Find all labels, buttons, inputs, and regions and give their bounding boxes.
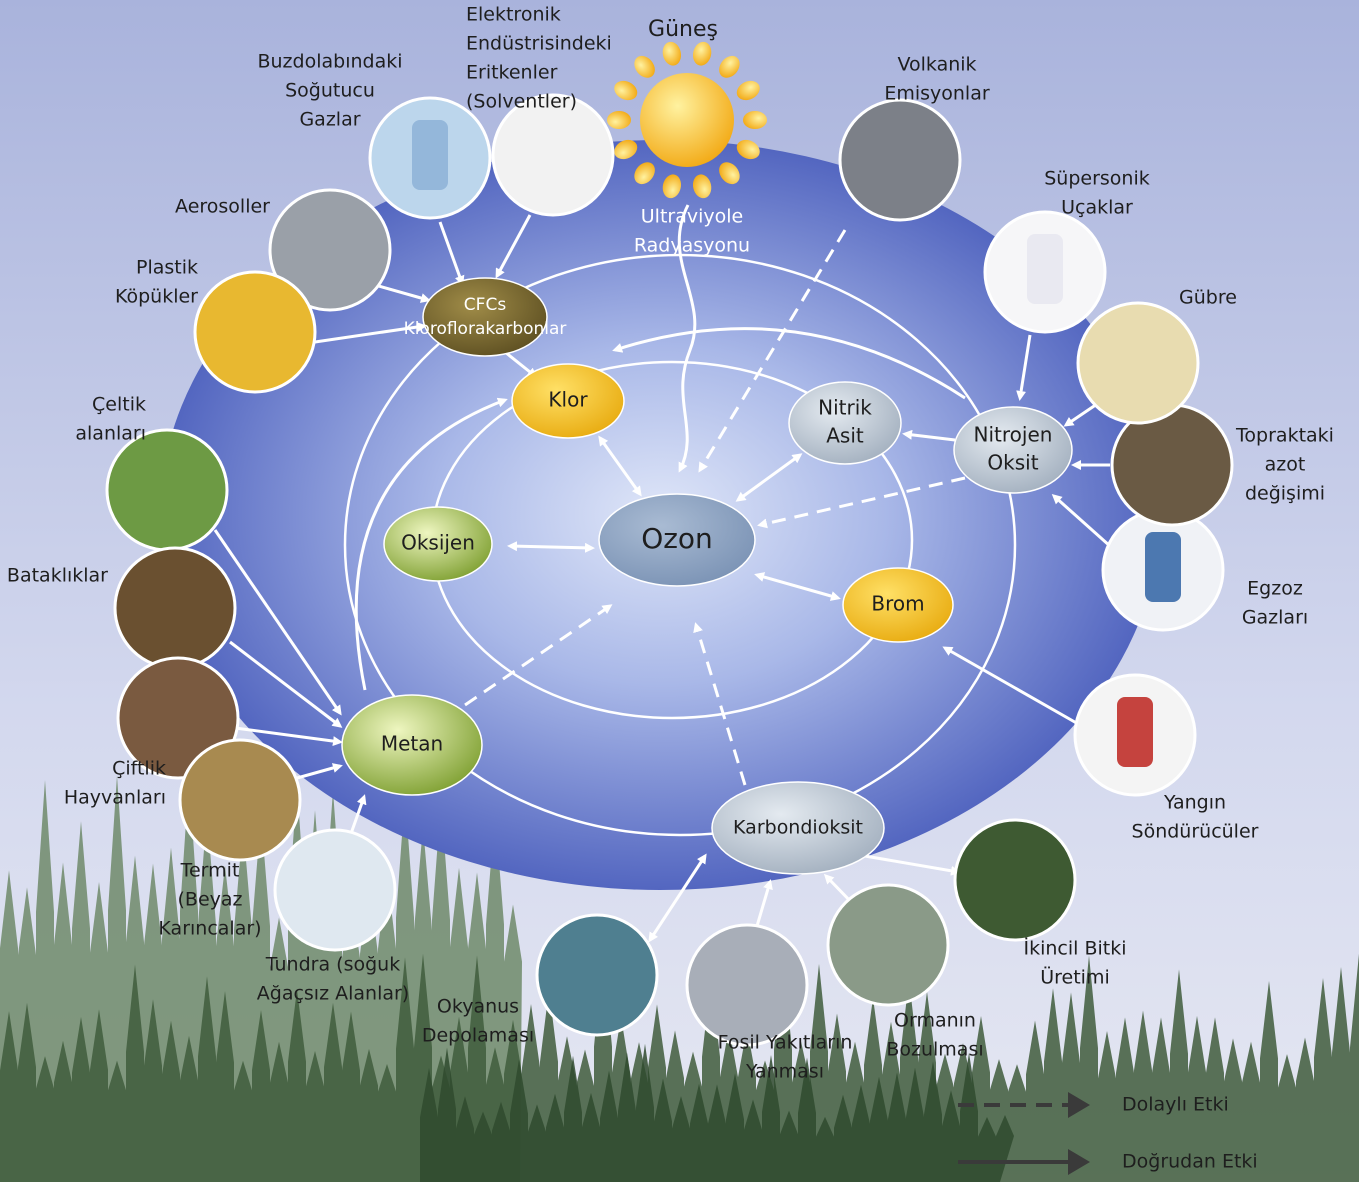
node xyxy=(423,278,547,356)
sun-ray xyxy=(743,111,767,129)
source-photo xyxy=(955,820,1075,940)
node-label: Ozon xyxy=(641,522,713,555)
source-label: Fosil Yakıtların xyxy=(718,1032,853,1054)
radiation-label: Radyasyonu xyxy=(634,235,750,257)
source-label: Gübre xyxy=(1179,287,1237,309)
source-label: Ormanın xyxy=(894,1010,976,1032)
node-label: Oksit xyxy=(987,451,1038,475)
source-label: (Solventler) xyxy=(466,91,577,113)
source-photo xyxy=(1078,303,1198,423)
source-label: Soğutucu xyxy=(285,80,375,102)
source-label: Volkanik xyxy=(897,54,976,76)
source-label: azot xyxy=(1265,454,1306,476)
source-label: Depolaması xyxy=(422,1025,534,1047)
source-photo xyxy=(840,100,960,220)
source-label: Köpükler xyxy=(115,286,198,308)
source-label: Emisyonlar xyxy=(884,83,990,105)
sun-label: Güneş xyxy=(648,17,718,42)
source-label: Üretimi xyxy=(1040,966,1110,989)
node-label: Nitrojen xyxy=(974,423,1053,447)
node-label: Oksijen xyxy=(401,531,475,555)
source-photo xyxy=(195,272,315,392)
source-photo xyxy=(537,915,657,1035)
source-label: Endüstrisindeki xyxy=(466,33,612,55)
radiation-label: Ultraviyole xyxy=(641,206,743,228)
source-label: Okyanus xyxy=(437,996,519,1018)
source-photo xyxy=(107,430,227,550)
legend-label: Doğrudan Etki xyxy=(1122,1151,1258,1173)
source-label: (Beyaz xyxy=(178,889,243,911)
source-label: değişimi xyxy=(1245,483,1325,505)
node-label: Asit xyxy=(826,424,864,448)
source-label: Çeltik xyxy=(92,394,146,416)
source-photo xyxy=(180,740,300,860)
source-photo xyxy=(115,548,235,668)
source-label: Ağaçsız Alanlar) xyxy=(257,983,409,1005)
direct-arrow xyxy=(510,546,592,548)
photo-object xyxy=(1027,234,1063,304)
node-label: Nitrik xyxy=(818,396,872,420)
source-label: Gazlar xyxy=(299,109,360,131)
source-label: Gazları xyxy=(1242,607,1308,629)
node-label: Brom xyxy=(871,592,924,616)
source-label: Elektronik xyxy=(466,4,561,26)
node-label: CFCs xyxy=(464,295,507,315)
node-label: Metan xyxy=(381,732,443,756)
source-label: İkincil Bitki xyxy=(1023,937,1126,960)
source-label: Plastik xyxy=(136,257,198,279)
source-label: Yangın xyxy=(1163,792,1226,814)
node-label: Klor xyxy=(548,388,588,412)
source-label: Süpersonik xyxy=(1044,168,1150,190)
source-label: Aerosoller xyxy=(175,196,270,218)
source-label: Hayvanları xyxy=(64,787,166,809)
source-label: Egzoz xyxy=(1247,578,1303,600)
source-label: Çiftlik xyxy=(112,758,166,780)
source-label: alanları xyxy=(75,423,146,445)
photo-object xyxy=(412,120,448,190)
source-photo xyxy=(493,95,613,215)
source-photo xyxy=(687,925,807,1045)
photo-object xyxy=(1145,532,1181,602)
sun-disc xyxy=(640,73,734,167)
source-label: Termit xyxy=(180,860,240,882)
source-label: Topraktaki xyxy=(1235,425,1334,447)
diagram: Güneş Ultraviyole Radyasyonu Ozon Klor Oksij… xyxy=(0,0,1359,1182)
legend-label: Dolaylı Etki xyxy=(1122,1094,1229,1116)
source-photo xyxy=(275,830,395,950)
page: Güneş Ultraviyole Radyasyonu Ozon Klor Oksij… xyxy=(0,0,1359,1182)
source-label: Yanması xyxy=(745,1061,824,1083)
source-photo xyxy=(828,885,948,1005)
node-label: Karbondioksit xyxy=(733,817,863,839)
node-label: Kloroflorakarbonlar xyxy=(404,319,567,339)
source-label: Bataklıklar xyxy=(7,565,108,587)
source-label: Eritkenler xyxy=(466,62,558,84)
source-label: Bozulması xyxy=(886,1039,983,1061)
source-label: Söndürücüler xyxy=(1132,821,1259,843)
source-label: Uçaklar xyxy=(1061,197,1133,219)
source-label: Karıncalar) xyxy=(158,918,261,940)
sun-ray xyxy=(607,111,631,129)
source-label: Buzdolabındaki xyxy=(257,51,402,73)
source-label: Tundra (soğuk xyxy=(265,954,400,976)
photo-object xyxy=(1117,697,1153,767)
